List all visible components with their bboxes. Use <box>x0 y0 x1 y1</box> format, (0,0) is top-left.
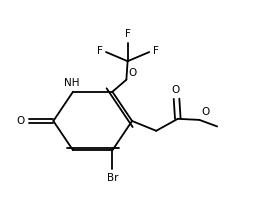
Text: O: O <box>128 68 137 78</box>
Text: O: O <box>201 107 209 117</box>
Text: O: O <box>171 85 179 95</box>
Text: F: F <box>125 29 131 39</box>
Text: O: O <box>17 116 25 126</box>
Text: F: F <box>97 46 102 56</box>
Text: Br: Br <box>107 173 118 183</box>
Text: F: F <box>153 46 159 56</box>
Text: NH: NH <box>64 78 80 88</box>
